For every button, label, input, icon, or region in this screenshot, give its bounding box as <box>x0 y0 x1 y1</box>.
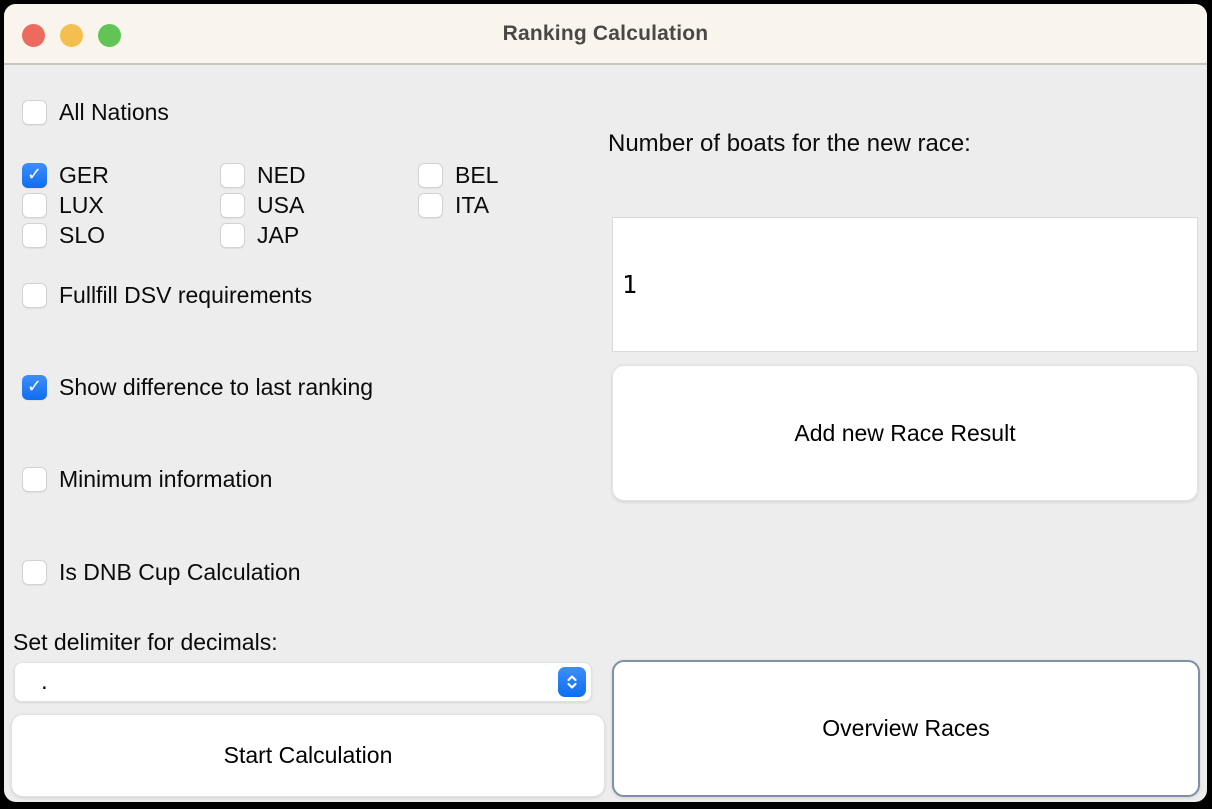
close-window-button[interactable] <box>22 24 45 47</box>
minimum-information-label: Minimum information <box>59 465 273 492</box>
nation-checkbox-ger[interactable]: ✓ <box>22 162 47 188</box>
boats-count-value: 1 <box>622 270 638 299</box>
nation-label-lux: LUX <box>59 191 104 218</box>
nation-row-lux: ✓ LUX <box>22 192 220 218</box>
nation-row-bel: ✓ BEL <box>418 162 608 188</box>
show-difference-row: ✓ Show difference to last ranking <box>22 374 373 400</box>
nation-row-jap: ✓ JAP <box>220 222 418 248</box>
delimiter-selected-value: . <box>41 668 48 695</box>
window-title: Ranking Calculation <box>502 21 709 45</box>
nation-label-ned: NED <box>257 161 306 188</box>
title-bar: Ranking Calculation <box>4 4 1207 65</box>
dnb-cup-label: Is DNB Cup Calculation <box>59 558 301 585</box>
all-nations-row: ✓ All Nations <box>22 99 169 125</box>
all-nations-checkbox[interactable]: ✓ <box>22 99 47 125</box>
nation-label-ger: GER <box>59 161 109 188</box>
nation-checkbox-lux[interactable]: ✓ <box>22 192 47 218</box>
nation-row-usa: ✓ USA <box>220 192 418 218</box>
nation-label-jap: JAP <box>257 221 300 248</box>
maximize-window-button[interactable] <box>98 24 121 47</box>
checkmark-icon: ✓ <box>26 164 43 184</box>
nation-label-slo: SLO <box>59 221 106 248</box>
start-calculation-button[interactable]: Start Calculation <box>11 714 605 797</box>
nation-row-ned: ✓ NED <box>220 162 418 188</box>
boats-count-label: Number of boats for the new race: <box>608 130 971 157</box>
delimiter-select[interactable]: . <box>14 662 592 702</box>
overview-races-button[interactable]: Overview Races <box>612 660 1200 797</box>
ranking-calculation-window: Ranking Calculation ✓ All Nations ✓ GER ✓ N… <box>4 4 1207 802</box>
nation-row-ger: ✓ GER <box>22 162 220 188</box>
nation-row-slo: ✓ SLO <box>22 222 220 248</box>
delimiter-label: Set delimiter for decimals: <box>13 629 278 655</box>
nations-checkbox-grid: ✓ GER ✓ NED ✓ BEL ✓ LUX ✓ USA ✓ ITA ✓ SLO ✓ JAP <box>22 162 608 252</box>
nation-label-ita: ITA <box>455 191 490 218</box>
nation-checkbox-slo[interactable]: ✓ <box>22 222 47 248</box>
nation-label-usa: USA <box>257 191 305 218</box>
nation-label-bel: BEL <box>455 161 499 188</box>
nation-checkbox-ita[interactable]: ✓ <box>418 192 443 218</box>
add-race-result-button[interactable]: Add new Race Result <box>612 365 1198 501</box>
minimum-information-row: ✓ Minimum information <box>22 466 272 492</box>
checkmark-icon: ✓ <box>26 376 43 396</box>
boats-count-input[interactable]: 1 <box>612 217 1198 352</box>
nation-checkbox-jap[interactable]: ✓ <box>220 222 245 248</box>
show-difference-label: Show difference to last ranking <box>59 373 374 400</box>
show-difference-checkbox[interactable]: ✓ <box>22 374 47 400</box>
dnb-cup-checkbox[interactable]: ✓ <box>22 559 47 585</box>
nation-checkbox-ned[interactable]: ✓ <box>220 162 245 188</box>
minimize-window-button[interactable] <box>60 24 83 47</box>
minimum-information-checkbox[interactable]: ✓ <box>22 466 47 492</box>
nation-checkbox-usa[interactable]: ✓ <box>220 192 245 218</box>
dsv-requirements-checkbox[interactable]: ✓ <box>22 282 47 308</box>
dnb-cup-row: ✓ Is DNB Cup Calculation <box>22 559 301 585</box>
nation-row-ita: ✓ ITA <box>418 192 608 218</box>
all-nations-label: All Nations <box>59 98 169 125</box>
dsv-requirements-row: ✓ Fullfill DSV requirements <box>22 282 312 308</box>
select-stepper-icon <box>558 667 586 697</box>
nation-checkbox-bel[interactable]: ✓ <box>418 162 443 188</box>
dsv-requirements-label: Fullfill DSV requirements <box>59 281 313 308</box>
